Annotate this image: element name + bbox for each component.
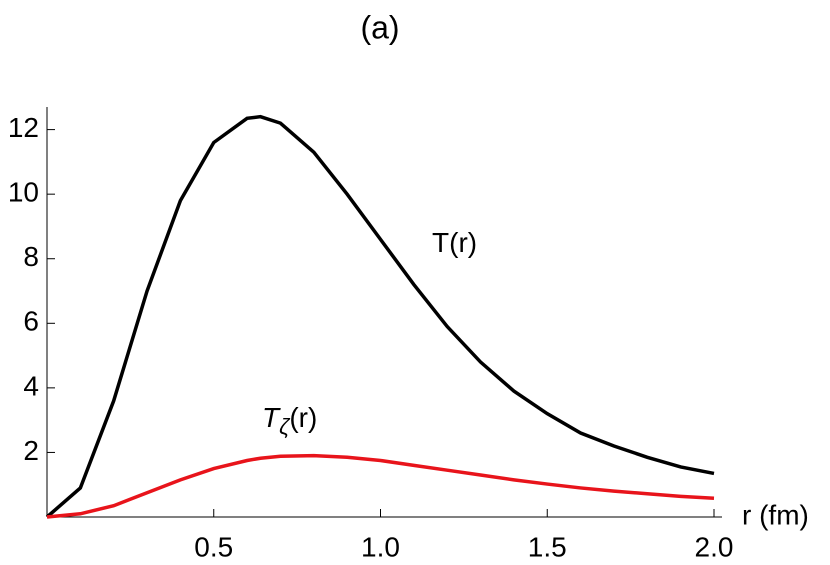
line-series (46, 453, 715, 519)
y-tick-label: 4 (23, 370, 39, 401)
line-series (45, 114, 715, 519)
series-label: T(r) (432, 227, 477, 258)
x-tick-label: 0.5 (194, 531, 233, 562)
y-tick-label: 12 (8, 112, 39, 143)
x-tick-label: 1.5 (528, 531, 567, 562)
series-label: Tζ(r) (262, 402, 317, 438)
y-tick-label: 10 (8, 177, 39, 208)
x-tick-label: 1.0 (361, 531, 400, 562)
x-axis-label: r (fm) (742, 499, 809, 530)
y-tick-label: 2 (23, 435, 39, 466)
y-tick-label: 6 (23, 306, 39, 337)
x-tick-label: 2.0 (695, 531, 734, 562)
chart-title: (a) (360, 9, 399, 45)
y-tick-label: 8 (23, 241, 39, 272)
